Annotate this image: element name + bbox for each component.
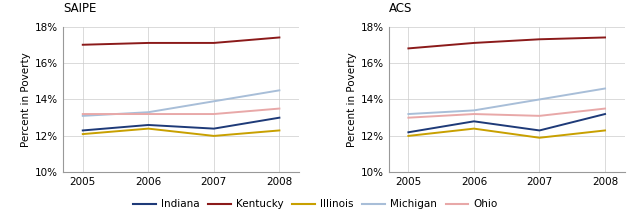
Ohio bbox=[144, 113, 152, 115]
Indiana bbox=[276, 116, 283, 119]
Indiana bbox=[601, 113, 609, 115]
Kentucky bbox=[276, 36, 283, 39]
Kentucky bbox=[210, 42, 218, 44]
Illinois bbox=[404, 135, 412, 137]
Illinois bbox=[276, 129, 283, 132]
Michigan bbox=[404, 113, 412, 115]
Indiana bbox=[144, 124, 152, 126]
Illinois bbox=[144, 127, 152, 130]
Y-axis label: Percent in Poverty: Percent in Poverty bbox=[346, 52, 357, 147]
Ohio bbox=[536, 114, 543, 117]
Line: Indiana: Indiana bbox=[408, 114, 605, 132]
Indiana bbox=[404, 131, 412, 133]
Michigan bbox=[276, 89, 283, 92]
Kentucky bbox=[404, 47, 412, 50]
Illinois bbox=[470, 127, 478, 130]
Ohio bbox=[276, 107, 283, 110]
Indiana bbox=[536, 129, 543, 132]
Text: ACS: ACS bbox=[389, 2, 412, 15]
Kentucky bbox=[144, 42, 152, 44]
Line: Illinois: Illinois bbox=[408, 129, 605, 138]
Illinois bbox=[536, 136, 543, 139]
Legend: Indiana, Kentucky, Illinois, Michigan, Ohio: Indiana, Kentucky, Illinois, Michigan, O… bbox=[129, 195, 502, 213]
Line: Michigan: Michigan bbox=[83, 90, 280, 116]
Illinois bbox=[79, 133, 86, 135]
Y-axis label: Percent in Poverty: Percent in Poverty bbox=[21, 52, 31, 147]
Kentucky bbox=[470, 42, 478, 44]
Line: Indiana: Indiana bbox=[83, 118, 280, 130]
Illinois bbox=[601, 129, 609, 132]
Kentucky bbox=[79, 43, 86, 46]
Michigan bbox=[144, 111, 152, 114]
Michigan bbox=[470, 109, 478, 112]
Ohio bbox=[79, 113, 86, 115]
Line: Ohio: Ohio bbox=[408, 109, 605, 118]
Michigan bbox=[210, 100, 218, 103]
Michigan bbox=[601, 87, 609, 90]
Line: Kentucky: Kentucky bbox=[83, 38, 280, 45]
Indiana bbox=[79, 129, 86, 132]
Illinois bbox=[210, 135, 218, 137]
Ohio bbox=[210, 113, 218, 115]
Michigan bbox=[536, 98, 543, 101]
Line: Ohio: Ohio bbox=[83, 109, 280, 114]
Line: Illinois: Illinois bbox=[83, 129, 280, 136]
Indiana bbox=[210, 127, 218, 130]
Michigan bbox=[79, 114, 86, 117]
Kentucky bbox=[601, 36, 609, 39]
Line: Kentucky: Kentucky bbox=[408, 38, 605, 48]
Line: Michigan: Michigan bbox=[408, 89, 605, 114]
Indiana bbox=[470, 120, 478, 123]
Ohio bbox=[601, 107, 609, 110]
Kentucky bbox=[536, 38, 543, 41]
Ohio bbox=[404, 116, 412, 119]
Ohio bbox=[470, 113, 478, 115]
Text: SAIPE: SAIPE bbox=[63, 2, 97, 15]
